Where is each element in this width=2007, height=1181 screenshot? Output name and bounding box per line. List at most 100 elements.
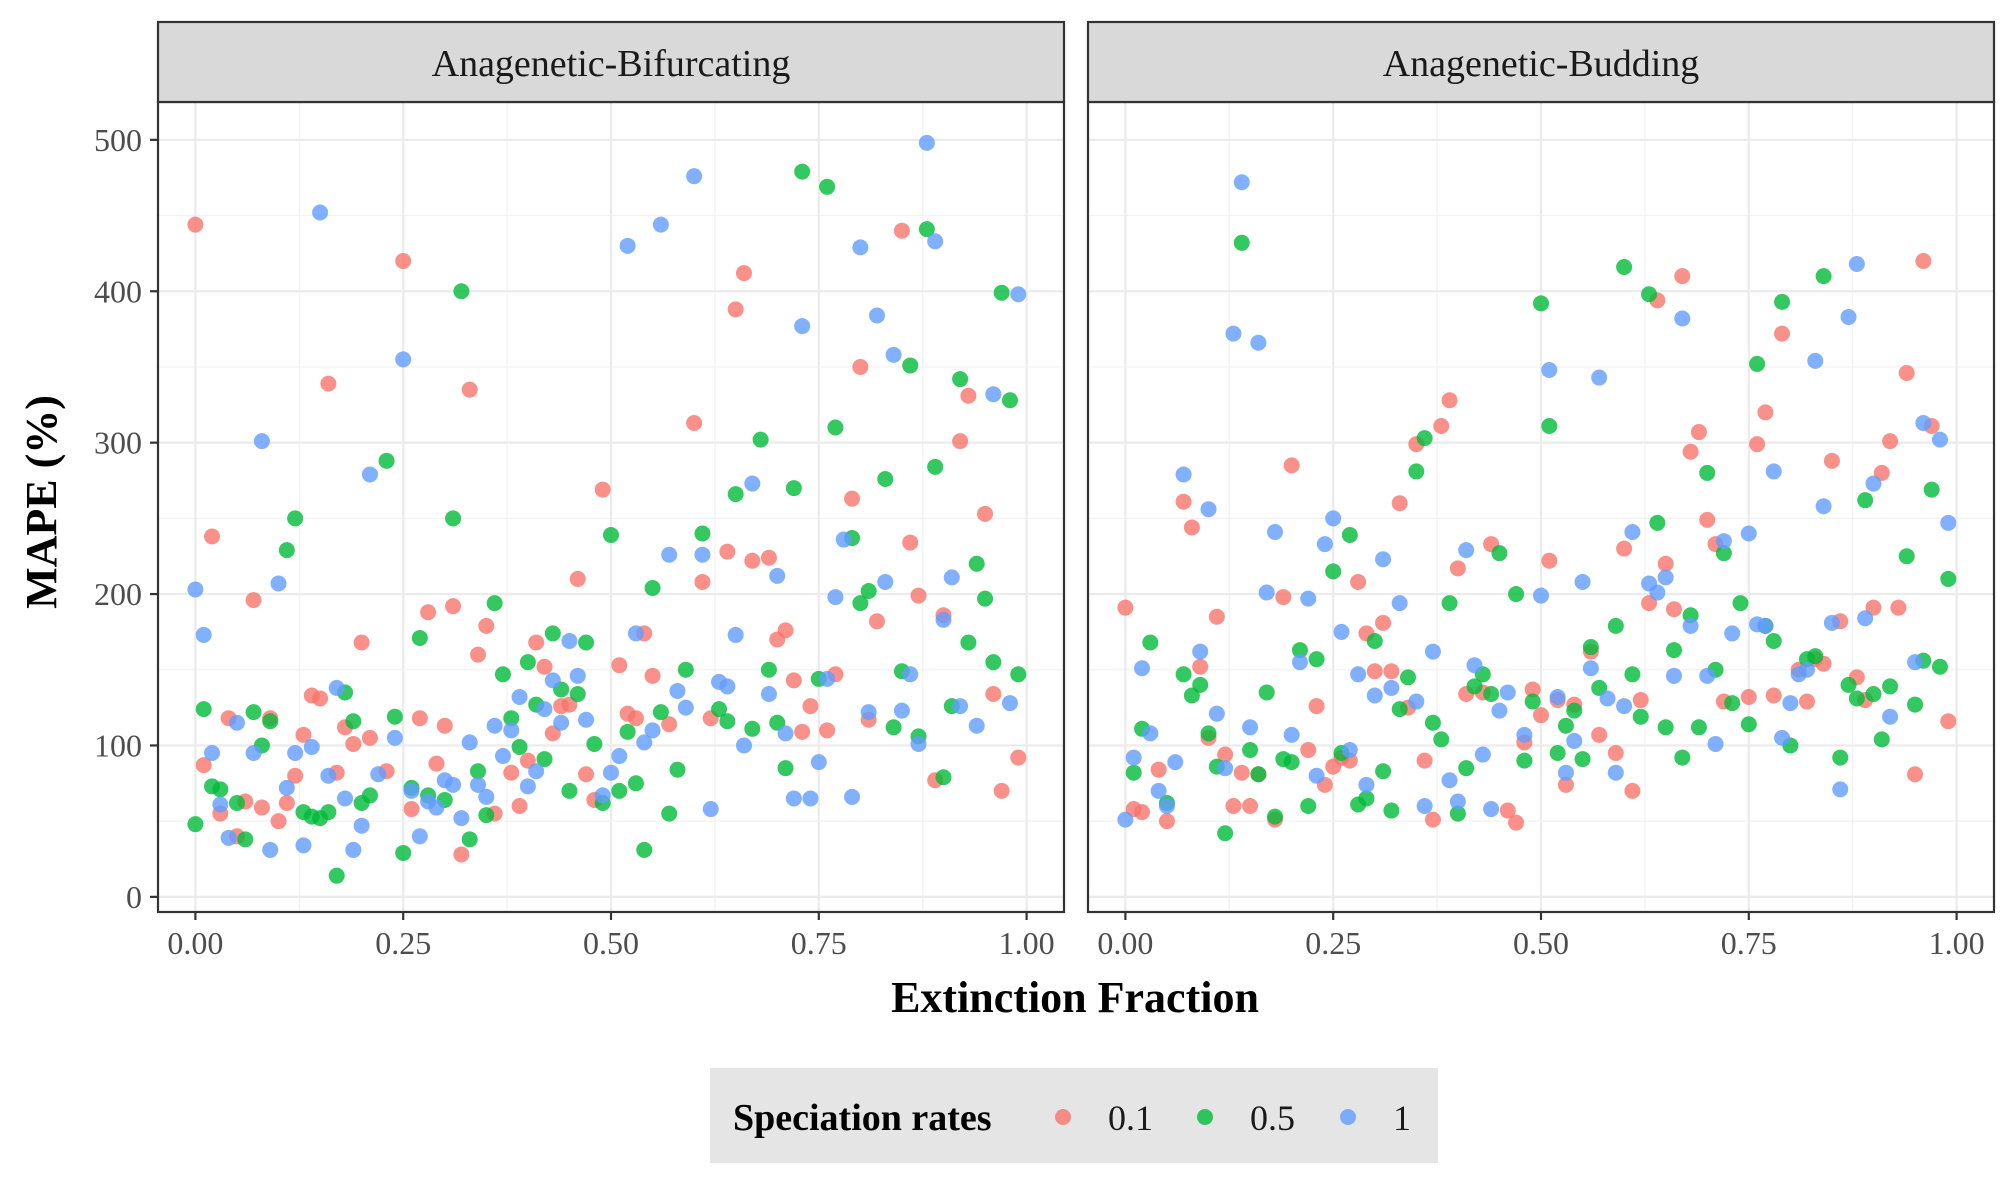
legend: Speciation rates 0.1 0.5 1 xyxy=(710,1068,1438,1163)
data-point xyxy=(1774,293,1791,310)
data-point xyxy=(1591,726,1608,743)
data-point xyxy=(1599,690,1616,707)
data-point xyxy=(1267,523,1284,540)
data-point xyxy=(1383,679,1400,696)
facet-strip-label: Anagenetic-Bifurcating xyxy=(432,43,791,85)
data-point xyxy=(445,510,462,527)
data-point xyxy=(1175,666,1192,683)
data-point xyxy=(1533,707,1549,724)
data-point xyxy=(1641,286,1658,303)
data-point xyxy=(1898,548,1915,565)
data-point xyxy=(1674,268,1691,285)
data-point xyxy=(1823,614,1840,631)
data-point xyxy=(1150,761,1167,778)
data-point xyxy=(794,163,811,180)
data-point xyxy=(1524,681,1541,698)
data-point xyxy=(1582,639,1599,656)
data-point xyxy=(1557,717,1574,734)
data-point xyxy=(1624,782,1641,799)
data-point xyxy=(195,626,212,643)
data-point xyxy=(1533,587,1549,604)
data-point xyxy=(278,779,295,796)
data-point xyxy=(977,505,994,522)
data-point xyxy=(1001,392,1018,409)
data-point xyxy=(253,799,270,816)
data-point xyxy=(1433,418,1450,434)
data-point xyxy=(819,178,836,195)
data-point xyxy=(461,381,478,398)
data-point xyxy=(777,622,794,639)
data-point xyxy=(1466,678,1483,695)
data-point xyxy=(195,757,212,774)
data-point xyxy=(935,769,952,786)
data-point xyxy=(1183,519,1200,536)
data-point xyxy=(503,710,520,727)
data-point xyxy=(1624,666,1641,683)
data-point xyxy=(1624,523,1641,540)
data-point xyxy=(204,745,221,762)
data-point xyxy=(1765,687,1782,704)
data-point xyxy=(1632,692,1649,709)
x-tick-label: 0.50 xyxy=(1513,925,1569,961)
data-point xyxy=(561,782,578,799)
data-point xyxy=(1383,663,1400,680)
data-point xyxy=(636,841,653,858)
data-point xyxy=(1898,365,1915,382)
data-point xyxy=(287,745,304,762)
data-point xyxy=(852,358,869,375)
data-point xyxy=(1242,798,1259,815)
panel-anagenetic-budding: Anagenetic-Budding 0.00 0.25 0.50 0.75 1.00 xyxy=(1086,20,1996,961)
data-point xyxy=(1449,560,1466,577)
data-point xyxy=(578,711,595,728)
data-point xyxy=(1890,599,1907,616)
data-point xyxy=(1458,542,1475,559)
data-point xyxy=(295,837,312,854)
data-point xyxy=(777,760,794,777)
data-point xyxy=(1366,632,1383,649)
data-point xyxy=(536,701,553,718)
facet-strip-label: Anagenetic-Budding xyxy=(1383,43,1700,85)
data-point xyxy=(1366,687,1383,704)
data-point xyxy=(228,794,245,811)
data-point xyxy=(1375,763,1392,780)
data-point xyxy=(1699,464,1716,481)
data-point xyxy=(1001,695,1018,712)
data-point xyxy=(1175,466,1192,483)
data-point xyxy=(1391,495,1408,512)
data-point xyxy=(353,817,370,834)
data-point xyxy=(968,555,985,572)
data-point xyxy=(1749,436,1766,453)
data-point xyxy=(1765,632,1782,649)
data-point xyxy=(1158,813,1175,830)
data-point xyxy=(1907,766,1924,783)
data-point xyxy=(1591,369,1608,386)
data-point xyxy=(910,587,927,604)
data-point xyxy=(752,431,769,448)
legend-entry-1: 1 xyxy=(1340,1098,1411,1138)
data-point xyxy=(511,738,528,755)
data-point xyxy=(785,790,802,807)
data-point xyxy=(993,284,1010,301)
data-point xyxy=(1915,414,1932,431)
data-point xyxy=(1258,584,1275,601)
data-point xyxy=(868,307,885,324)
data-point xyxy=(1865,685,1882,702)
data-point xyxy=(1508,586,1525,603)
data-point xyxy=(1308,698,1325,715)
data-point xyxy=(1832,781,1849,798)
data-point xyxy=(985,386,1002,403)
data-point xyxy=(1549,689,1566,706)
data-point xyxy=(1416,752,1433,769)
data-point xyxy=(910,735,927,752)
facet-strip xyxy=(1086,20,1996,104)
data-point xyxy=(1840,308,1857,325)
data-point xyxy=(1275,589,1292,606)
legend-key-0-1 xyxy=(1055,1109,1071,1125)
data-point xyxy=(960,387,977,404)
data-point xyxy=(1217,760,1234,777)
data-point xyxy=(1682,443,1699,460)
data-point xyxy=(187,581,204,598)
data-point xyxy=(1433,731,1450,748)
data-point xyxy=(470,776,487,793)
data-point xyxy=(511,689,528,706)
